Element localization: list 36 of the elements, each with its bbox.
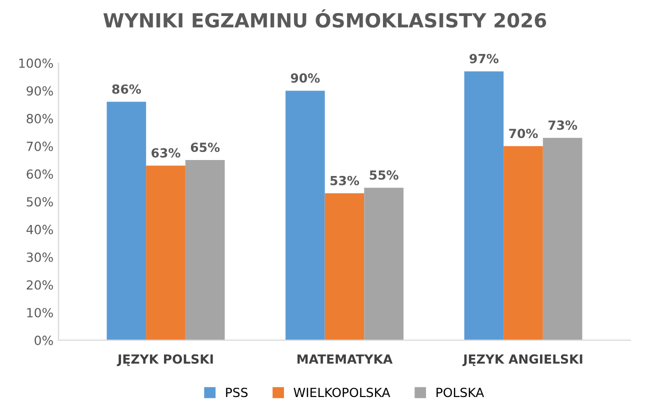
legend-label: PSS (226, 388, 248, 398)
x-tick-label: MATEMATYKA (298, 354, 393, 364)
legend-label: POLSKA (436, 388, 484, 398)
bar (286, 90, 325, 340)
data-label: 65% (190, 142, 220, 152)
y-tick-label: 100% (19, 58, 53, 68)
data-label: 97% (470, 54, 498, 64)
bar (542, 138, 582, 340)
data-label: 63% (152, 148, 180, 158)
y-tick-label: 50% (26, 197, 53, 207)
y-tick-label: 60% (26, 169, 53, 179)
bar (504, 146, 543, 340)
y-tick-label: 10% (27, 308, 53, 318)
data-label: 55% (370, 170, 398, 180)
x-tick-label: JĘZYK ANGIELSKI (462, 354, 582, 366)
x-tick-label: JĘZYK POLSKI (116, 354, 213, 366)
y-tick-label: 20% (26, 280, 53, 290)
y-tick-label: 70% (26, 142, 53, 152)
bar (146, 166, 186, 340)
data-label: 70% (509, 128, 538, 138)
data-label: 90% (290, 73, 320, 83)
y-tick-label: 90% (26, 86, 53, 96)
data-label: 73% (548, 120, 578, 130)
bar (185, 160, 225, 340)
bar (364, 188, 404, 340)
bar (464, 71, 504, 340)
y-tick-label: 30% (26, 252, 53, 262)
legend-label: WIELKOPOLSKA (294, 388, 390, 398)
y-tick-label: 0% (34, 336, 53, 346)
data-label: 53% (330, 176, 360, 186)
y-tick-label: 80% (26, 114, 53, 124)
chart-title: WYNIKI EGZAMINU ÓSMOKLASISTY 2026 (103, 9, 546, 28)
y-tick-label: 40% (26, 224, 53, 234)
bar (324, 193, 364, 340)
bar (106, 102, 146, 340)
data-label: 86% (112, 84, 141, 94)
